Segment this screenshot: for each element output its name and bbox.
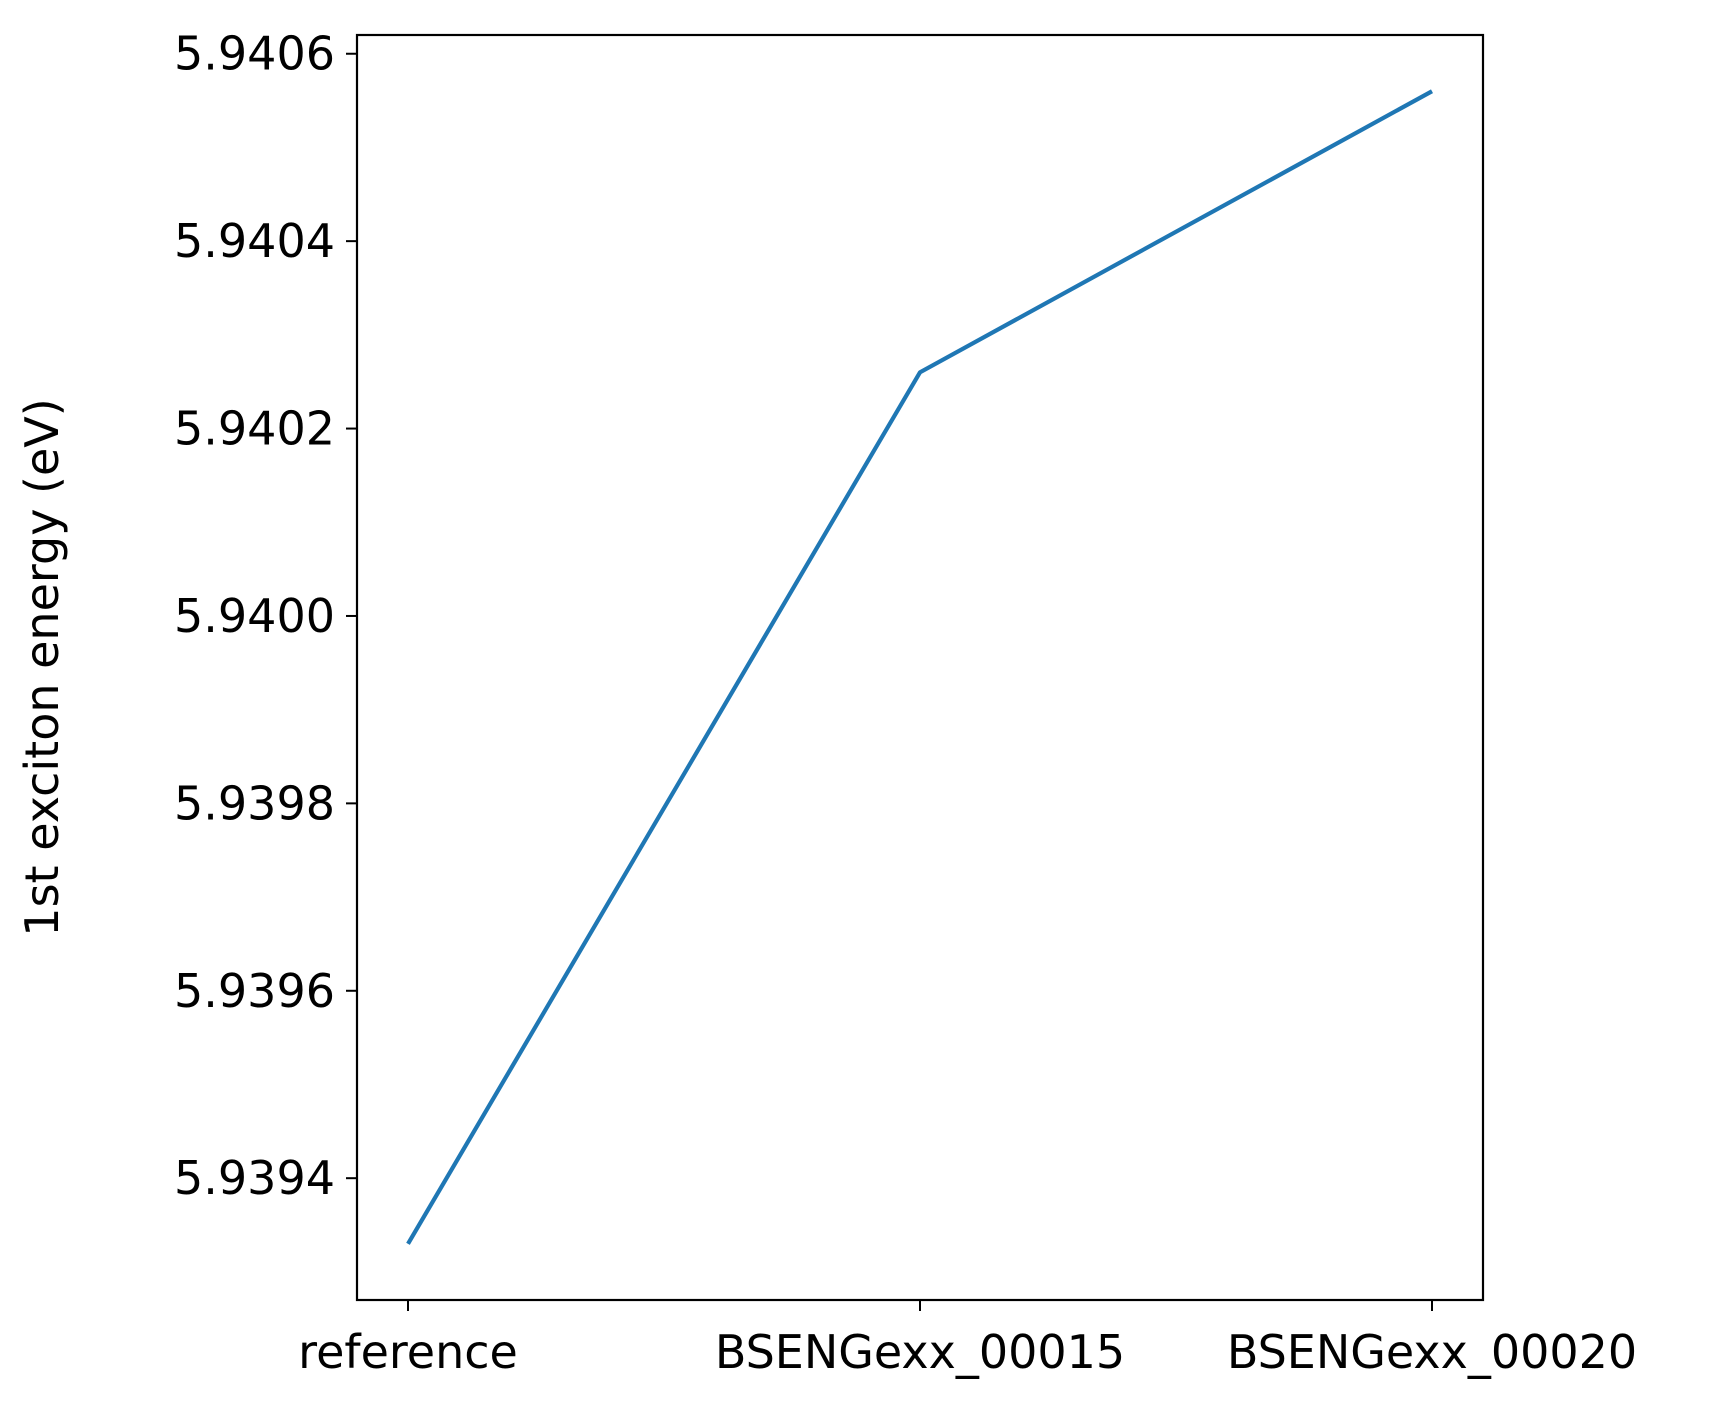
y-axis-label: 1st exciton energy (eV)	[15, 398, 69, 936]
y-tick-label: 5.9398	[174, 776, 335, 830]
y-tick-label: 5.9402	[174, 402, 335, 456]
y-axis-ticks: 5.9394 5.9396 5.9398 5.9400 5.9402 5.9404 5.94…	[174, 27, 357, 1205]
y-tick-label: 5.9394	[174, 1151, 335, 1205]
plot-frame	[355, 33, 1485, 1302]
x-tick-label: BSENGexx_00020	[1227, 1325, 1637, 1379]
x-tick-label: reference	[298, 1325, 518, 1379]
plot-layer	[406, 89, 1434, 1245]
x-tick-label: BSENGexx_00015	[715, 1325, 1125, 1379]
series-line	[406, 89, 1434, 1245]
y-tick-label: 5.9406	[174, 27, 335, 81]
x-axis-ticks: reference BSENGexx_00015 BSENGexx_00020	[298, 1300, 1637, 1379]
y-tick-label: 5.9396	[174, 964, 335, 1018]
y-tick-label: 5.9404	[174, 214, 335, 268]
y-tick-label: 5.9400	[174, 589, 335, 643]
